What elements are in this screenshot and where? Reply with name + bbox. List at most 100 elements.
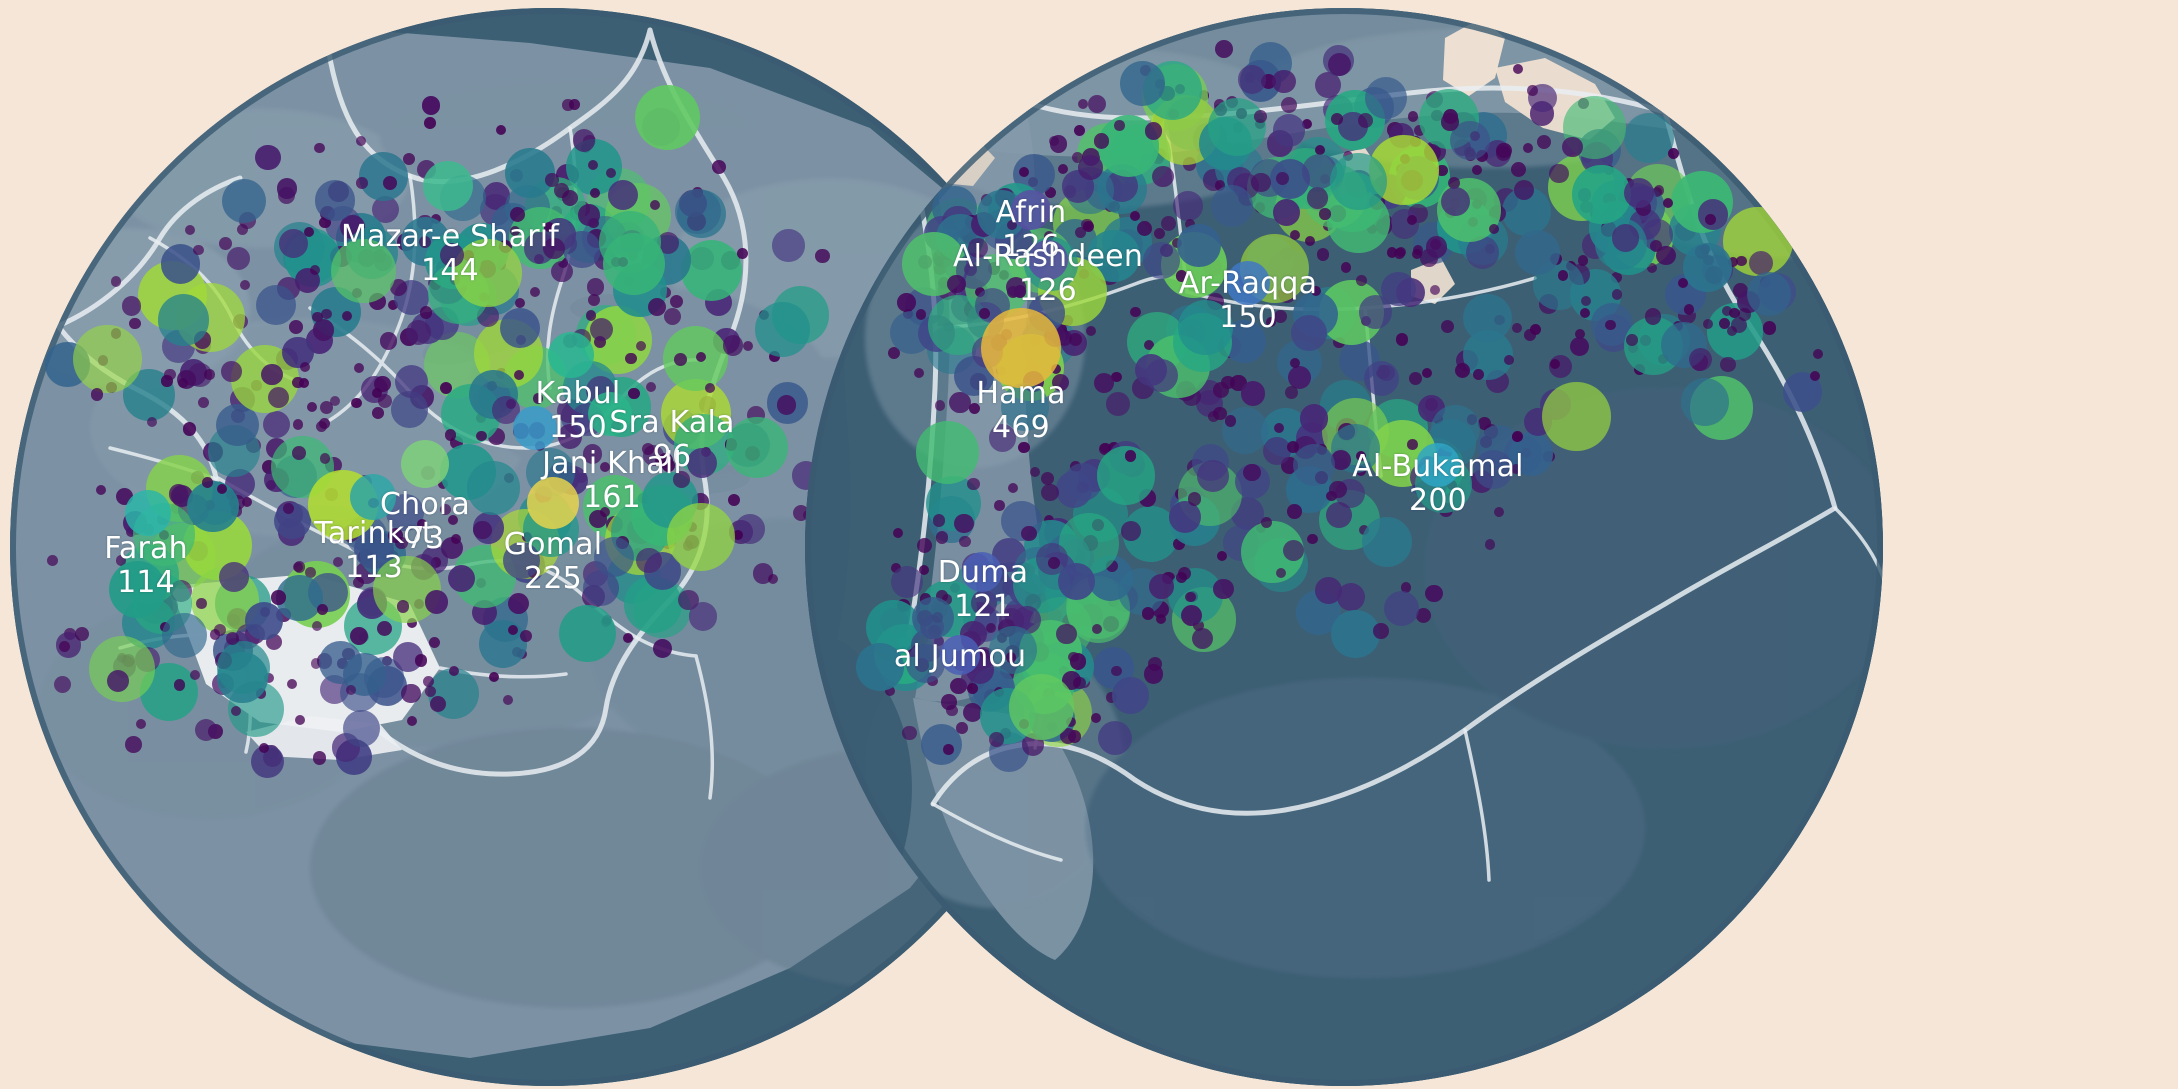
event-bubble-highlight[interactable] <box>548 332 594 378</box>
event-bubble <box>129 318 141 330</box>
event-bubble <box>532 393 544 404</box>
event-bubble <box>1522 143 1533 154</box>
event-bubble <box>356 136 367 147</box>
event-bubble <box>1623 112 1675 164</box>
event-bubble <box>890 565 924 598</box>
event-bubble <box>378 394 393 409</box>
event-bubble <box>1114 120 1125 131</box>
event-bubble <box>193 244 204 256</box>
event-bubble <box>776 395 797 415</box>
event-bubble-highlight[interactable] <box>981 308 1061 388</box>
event-bubble <box>649 200 660 211</box>
event-bubble <box>578 204 600 227</box>
event-bubble <box>599 506 611 518</box>
event-bubble <box>1536 134 1552 149</box>
event-bubble <box>53 675 72 694</box>
event-bubble <box>1722 305 1733 316</box>
event-bubble <box>641 443 655 456</box>
event-bubble <box>414 654 428 667</box>
event-bubble <box>1111 371 1122 382</box>
event-bubble <box>551 260 573 283</box>
event-bubble <box>985 622 996 633</box>
event-bubble <box>1356 275 1367 286</box>
event-bubble <box>299 362 310 373</box>
event-bubble <box>1168 500 1201 533</box>
event-bubble <box>1087 95 1106 114</box>
event-bubble <box>1361 516 1412 567</box>
event-bubble <box>902 725 917 741</box>
event-bubble <box>372 407 385 420</box>
event-bubble <box>1069 653 1087 670</box>
event-bubble <box>994 500 1005 511</box>
event-bubble <box>407 716 418 727</box>
event-bubble <box>395 536 408 550</box>
event-bubble <box>1562 136 1583 158</box>
event-bubble <box>121 296 142 316</box>
event-bubble <box>1358 112 1374 128</box>
event-bubble <box>389 279 407 297</box>
event-bubble <box>157 294 210 346</box>
event-bubble <box>198 397 210 409</box>
event-bubble <box>635 340 646 351</box>
event-bubble <box>309 265 320 276</box>
event-bubble <box>988 424 1016 452</box>
event-bubble <box>1355 450 1366 462</box>
event-bubble <box>1147 656 1163 672</box>
event-bubble-highlight[interactable] <box>588 392 632 436</box>
event-bubble <box>1285 385 1299 399</box>
event-bubble-highlight[interactable] <box>513 406 557 450</box>
event-bubble <box>241 496 252 508</box>
event-bubble-highlight[interactable] <box>1226 261 1270 305</box>
event-bubble <box>634 85 701 151</box>
event-bubble <box>662 325 728 392</box>
event-bubble <box>1210 185 1253 228</box>
event-bubble <box>916 309 927 320</box>
event-bubble-highlight[interactable] <box>350 474 396 520</box>
event-bubble <box>216 483 227 494</box>
event-bubble <box>430 557 442 568</box>
event-bubble <box>1304 235 1315 246</box>
event-bubble <box>1143 339 1154 350</box>
event-bubble-highlight[interactable] <box>527 477 579 529</box>
event-bubble <box>1689 347 1713 371</box>
event-bubble <box>261 363 283 386</box>
event-bubble <box>355 177 368 189</box>
event-bubble <box>1810 370 1821 381</box>
event-bubble <box>1044 231 1055 242</box>
event-bubble <box>1272 199 1300 227</box>
event-bubble <box>196 598 207 609</box>
event-bubble <box>319 453 330 464</box>
event-bubble <box>1441 113 1459 131</box>
event-bubble-highlight[interactable] <box>1416 443 1460 487</box>
globe-syria[interactable] <box>805 8 1883 1086</box>
event-bubble <box>319 400 334 415</box>
event-bubble <box>294 715 305 726</box>
event-bubble-highlight[interactable] <box>423 161 473 211</box>
event-bubble-highlight[interactable] <box>125 490 171 536</box>
event-bubble <box>1511 464 1522 475</box>
event-bubble <box>1626 334 1638 346</box>
event-bubble <box>495 124 507 135</box>
event-bubble-highlight[interactable] <box>940 635 980 675</box>
event-bubble <box>1090 713 1101 724</box>
event-bubble <box>1387 247 1398 258</box>
event-bubble <box>201 477 213 489</box>
event-bubble <box>1185 219 1195 230</box>
event-bubble-highlight[interactable] <box>962 552 1002 592</box>
event-bubble <box>688 602 718 631</box>
event-bubble <box>310 658 322 669</box>
event-bubble <box>1007 219 1018 230</box>
event-bubble-highlight[interactable] <box>1011 190 1051 230</box>
event-bubble <box>622 633 633 644</box>
event-bubble <box>453 238 522 308</box>
event-bubble <box>125 736 143 753</box>
event-bubble-highlight[interactable] <box>401 440 449 488</box>
event-bubble <box>1176 571 1188 583</box>
event-bubble <box>1273 423 1284 434</box>
event-bubble-highlight[interactable] <box>1028 240 1068 280</box>
event-bubble <box>711 159 726 174</box>
event-bubble <box>1214 180 1225 191</box>
event-bubble <box>221 179 267 224</box>
event-bubble <box>1736 255 1747 266</box>
event-bubble <box>429 636 441 648</box>
